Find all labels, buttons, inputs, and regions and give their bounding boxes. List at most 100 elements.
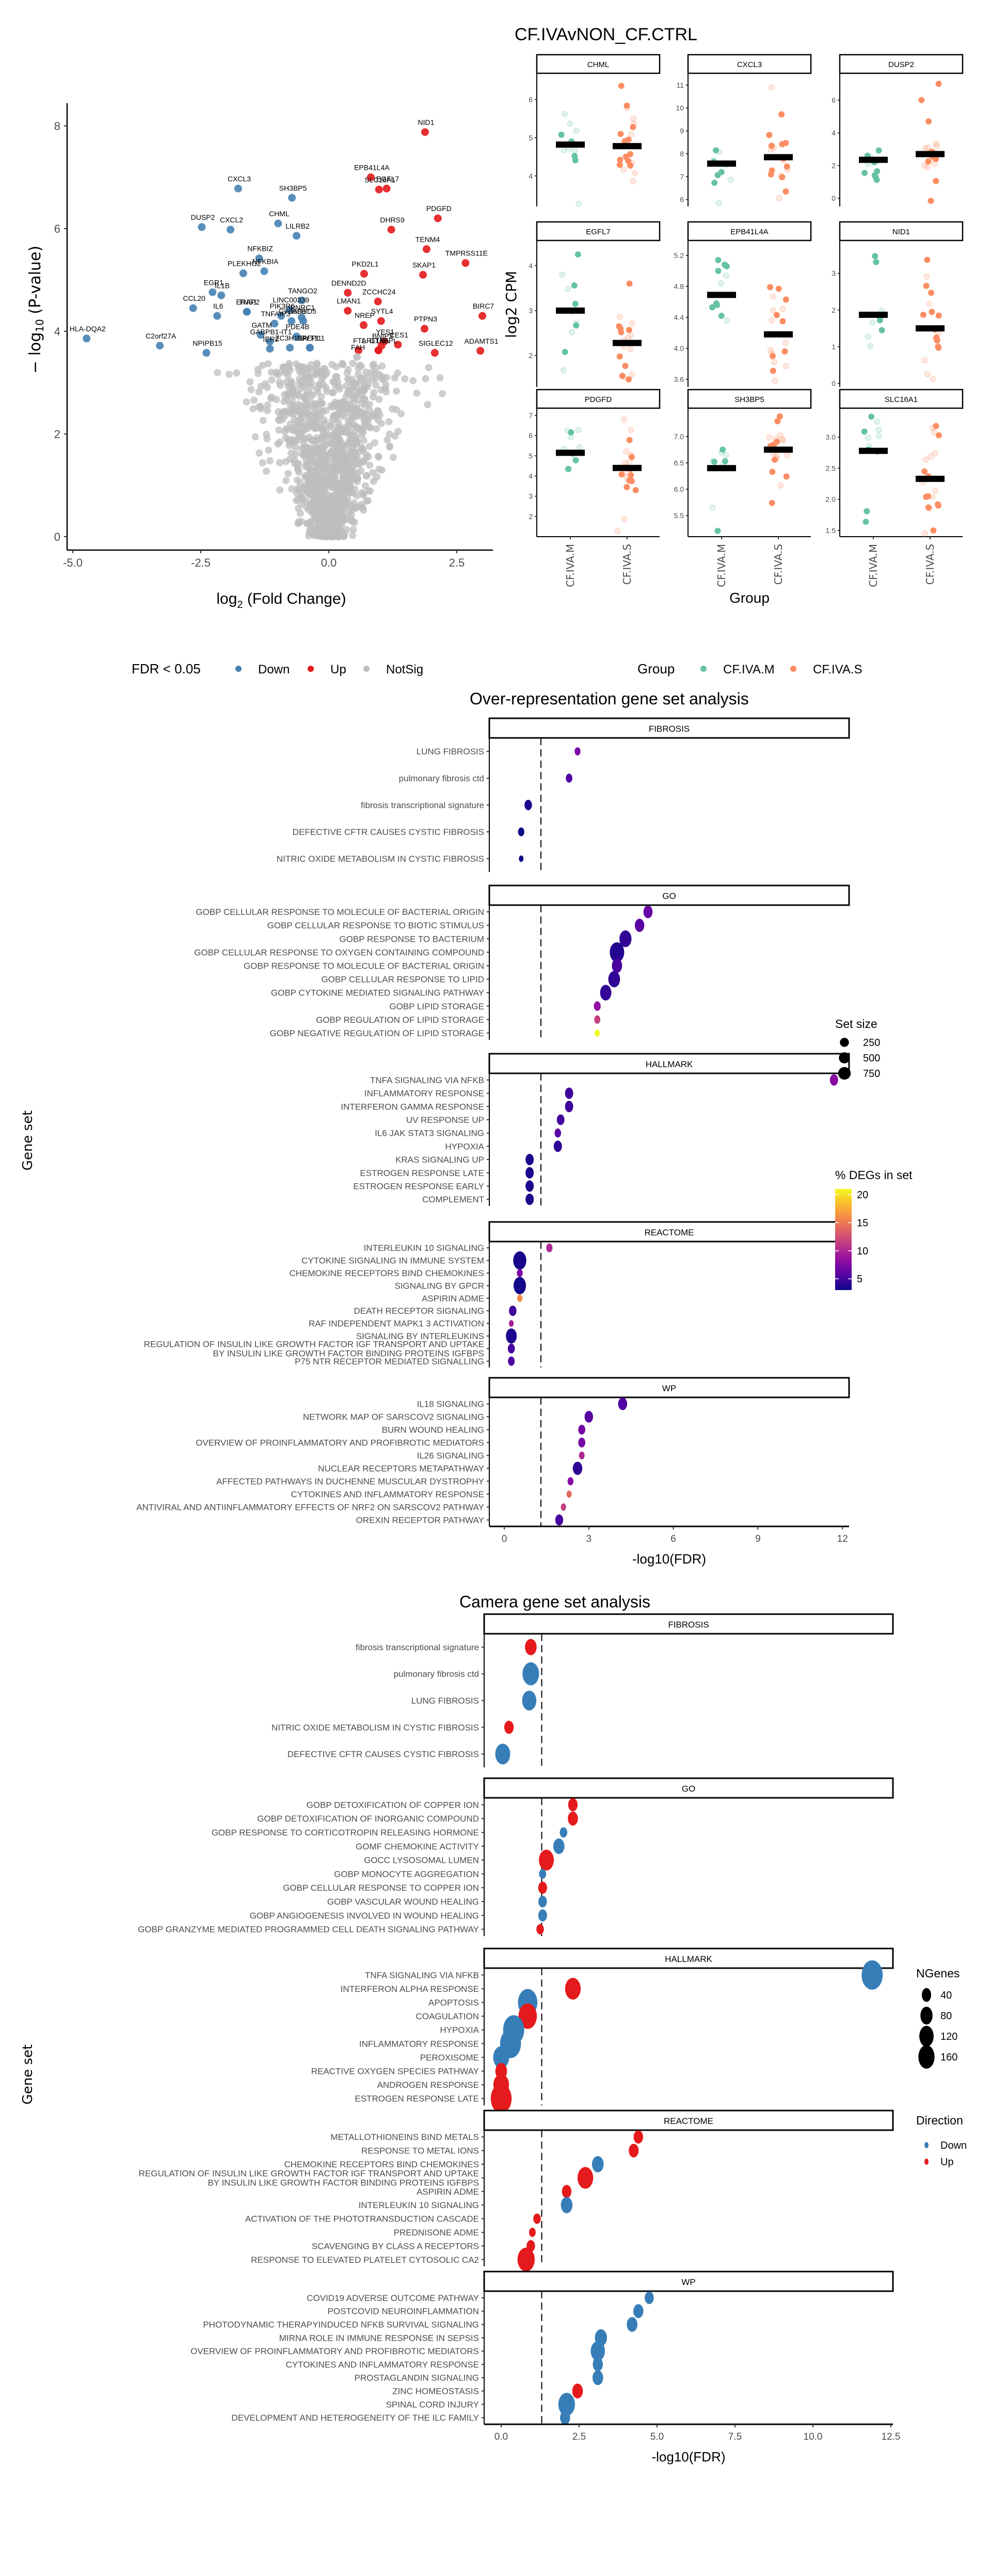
gene-point-arl14epl xyxy=(374,346,382,355)
sample-point xyxy=(629,371,635,378)
sample-point xyxy=(568,429,574,436)
gene-label: TENM4 xyxy=(415,235,440,244)
sample-point xyxy=(619,373,626,379)
legend-key xyxy=(700,666,707,672)
gene-set-label: METALLOTHIONEINS BIND METALS xyxy=(331,2132,479,2142)
panel-y-tick-label: 4.4 xyxy=(674,313,684,321)
sample-point xyxy=(935,502,941,509)
sample-point xyxy=(770,293,776,300)
notsig-point xyxy=(321,416,328,424)
gene-set-label: GOBP LIPID STORAGE xyxy=(389,1002,484,1011)
gene-set-label: PHOTODYNAMIC THERAPYINDUCED NFKB SURVIVA… xyxy=(203,2320,479,2330)
sample-point xyxy=(865,333,871,340)
notsig-point xyxy=(391,374,398,382)
notsig-point xyxy=(331,441,339,448)
gene-set-point xyxy=(525,1639,537,1655)
gene-set-label: IL18 SIGNALING xyxy=(417,1399,484,1409)
gene-label: LMAN1 xyxy=(337,297,361,305)
notsig-point xyxy=(332,363,340,371)
facet-strip-label: GO xyxy=(662,891,676,901)
sample-point xyxy=(779,141,786,148)
gene-set-label: ASPIRIN ADME xyxy=(417,2187,479,2197)
notsig-point xyxy=(339,428,347,436)
notsig-point xyxy=(439,390,446,397)
sample-point xyxy=(779,174,786,181)
gene-set-label: IL26 SIGNALING xyxy=(417,1451,484,1461)
sample-point xyxy=(709,304,716,311)
gene-label: ARL14EPL xyxy=(362,336,397,345)
sample-point xyxy=(572,300,579,307)
gene-point-ptpn3 xyxy=(421,325,429,333)
sample-point xyxy=(784,167,791,173)
panel-y-tick-label: 6 xyxy=(529,95,533,104)
gene-label: IL1B xyxy=(215,281,230,289)
panel-y-tick-label: 2.5 xyxy=(826,464,836,472)
sample-point xyxy=(878,327,885,333)
notsig-point xyxy=(413,389,421,397)
sample-point xyxy=(626,437,633,443)
gene-set-point xyxy=(565,1101,573,1113)
gene-set-label: LUNG FIBROSIS xyxy=(417,747,484,756)
gene-set-label: pulmonary fibrosis ctd xyxy=(394,1669,479,1679)
legend-label: CF.IVA.M xyxy=(723,663,775,677)
notsig-point xyxy=(267,393,275,401)
gene-point-npipb15 xyxy=(202,349,211,357)
notsig-point xyxy=(255,388,263,396)
notsig-point xyxy=(409,377,417,384)
panel-y-tick-label: 0 xyxy=(832,194,836,202)
x-axis-title: log2 (Fold Change) xyxy=(216,590,346,610)
size-legend-label: 750 xyxy=(863,1068,880,1080)
panel-strip xyxy=(687,54,812,74)
sample-point xyxy=(875,147,882,154)
sample-point xyxy=(934,142,940,149)
notsig-point xyxy=(343,409,350,416)
notsig-point xyxy=(365,443,373,450)
sample-point xyxy=(779,436,786,442)
gene-label: NREP xyxy=(355,311,375,319)
size-legend-key xyxy=(921,1988,932,2002)
gene-set-point xyxy=(627,2317,638,2332)
notsig-point xyxy=(276,486,284,494)
notsig-point xyxy=(259,459,266,466)
gene-point-linc00339 xyxy=(286,305,294,314)
gene-label: C2orf27A xyxy=(146,332,177,340)
notsig-point xyxy=(436,374,444,382)
gene-set-label: UV RESPONSE UP xyxy=(406,1115,484,1125)
gene-point-il6 xyxy=(213,312,221,320)
sample-point xyxy=(629,454,635,460)
sample-point xyxy=(933,423,939,429)
gene-label: ABHD5 xyxy=(292,307,316,315)
legend-title: FDR < 0.05 xyxy=(132,661,201,677)
gene-label: CES1 xyxy=(390,331,409,339)
direction-legend-label: Up xyxy=(940,2156,954,2168)
sample-point xyxy=(876,432,883,439)
gene-set-point xyxy=(610,942,625,962)
gene-set-point xyxy=(592,2370,603,2386)
sample-point xyxy=(767,284,774,291)
gene-point-adamts1 xyxy=(476,347,485,355)
sample-point xyxy=(924,256,931,263)
sample-point xyxy=(783,363,790,369)
sample-point xyxy=(935,312,942,319)
notsig-point xyxy=(257,382,265,390)
gene-set-point xyxy=(565,1087,573,1099)
gene-label: BIRC7 xyxy=(473,302,494,310)
notsig-point xyxy=(292,408,300,415)
gene-label: SYT11 xyxy=(300,334,322,342)
panel-y-tick-label: 5 xyxy=(529,452,533,460)
gene-set-point xyxy=(861,1960,883,1990)
sample-point xyxy=(716,149,723,155)
gene-point-nrep xyxy=(359,321,367,329)
panel-x-tick-label: CF.IVA.M xyxy=(564,544,577,587)
notsig-point xyxy=(265,446,273,454)
gene-point-pik3r6 xyxy=(277,312,285,320)
facet-go: GO GOBP DETOXIFICATION OF COPPER ION GOBP … xyxy=(138,1777,894,1936)
x-tick-label: 7.5 xyxy=(728,2432,742,2442)
gene-set-point xyxy=(567,1477,573,1486)
sample-point xyxy=(935,432,942,439)
notsig-point xyxy=(327,448,334,456)
notsig-point xyxy=(294,476,301,484)
gene-set-label: GOBP ANGIOGENESIS INVOLVED IN WOUND HEAL… xyxy=(250,1911,479,1921)
gene-point-skap1 xyxy=(419,271,427,279)
gene-label: TANGO2 xyxy=(288,286,317,295)
